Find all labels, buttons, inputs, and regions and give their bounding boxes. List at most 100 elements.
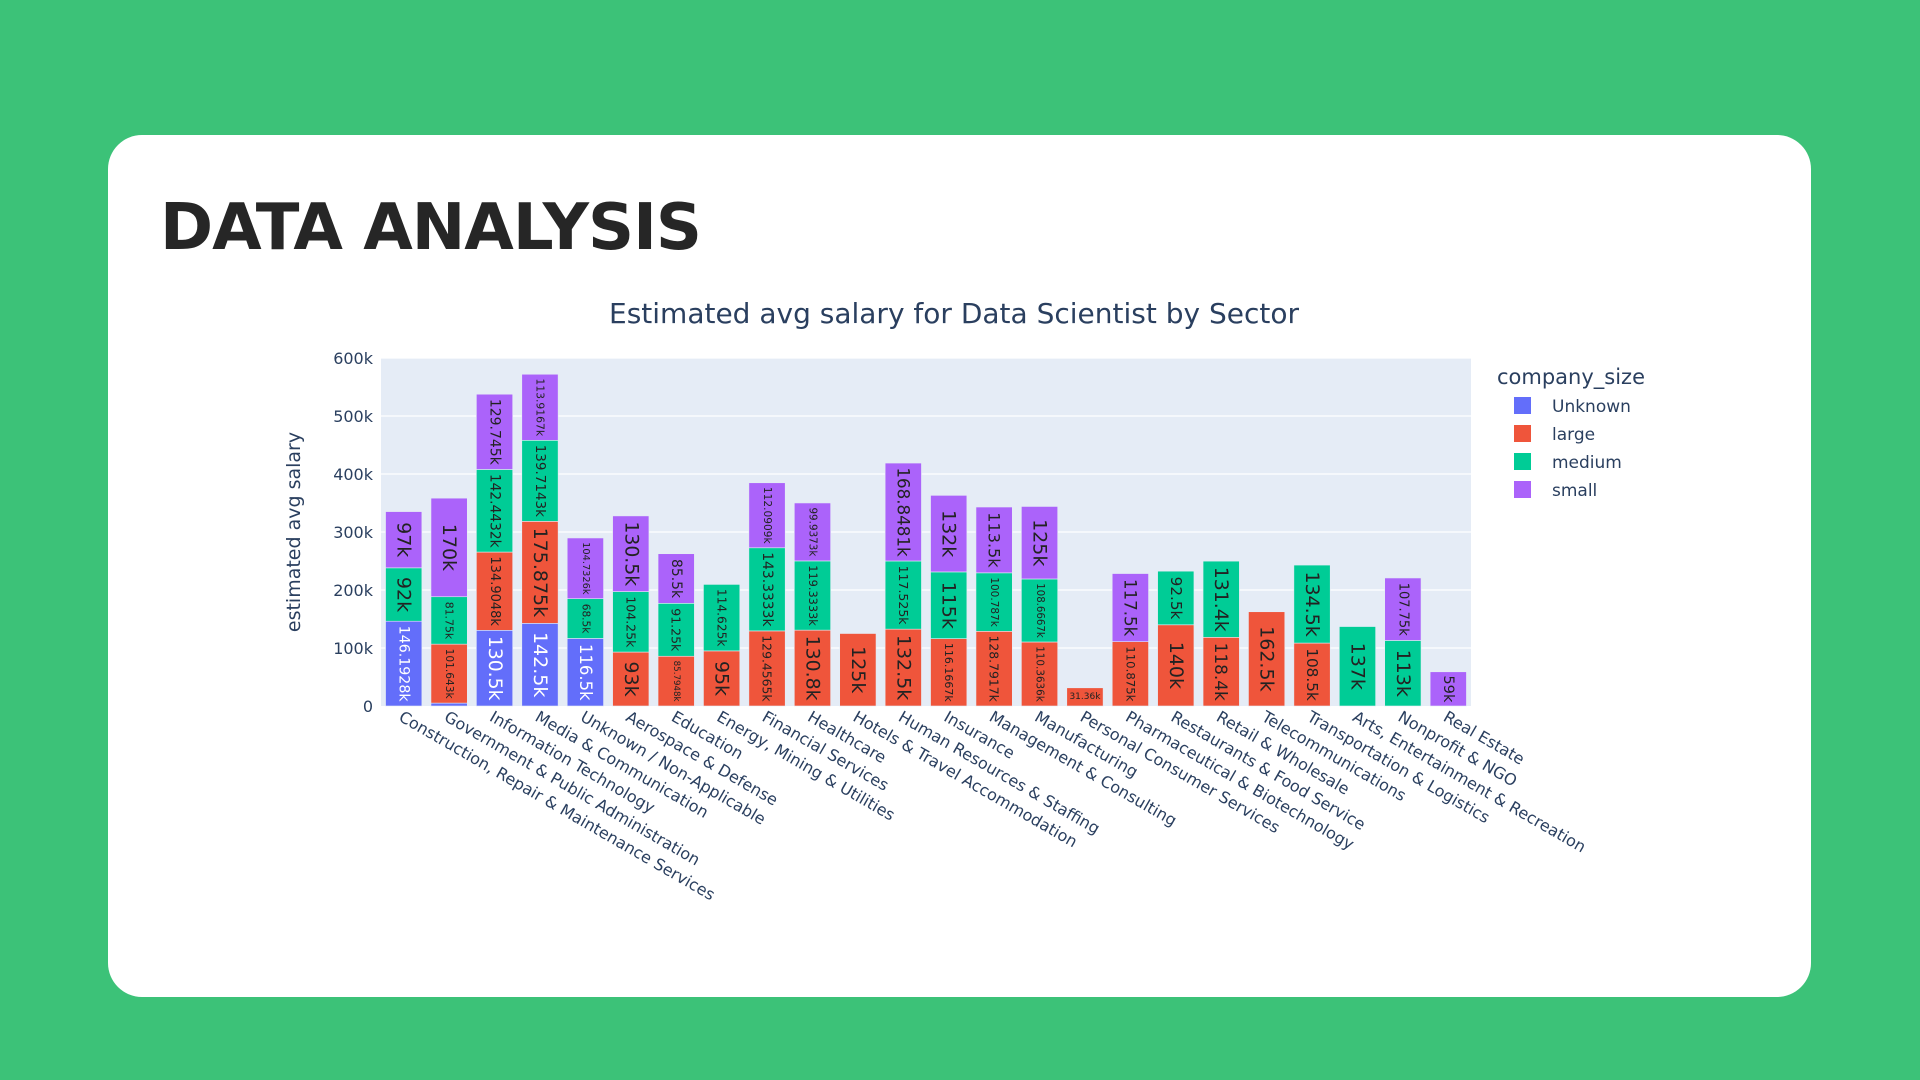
bar-label: 97k	[393, 522, 415, 557]
bar-medium-transportation-logistics	[1293, 564, 1331, 644]
y-tick-label: 100k	[333, 639, 374, 658]
bar-data-labels: 146.1928k 92k 97k 101.643k 81.75k 170k 130.5k 1…	[393, 378, 1457, 703]
bar-label: 59k	[1440, 675, 1457, 703]
bar-small-financial-services	[748, 482, 786, 549]
bar-unknown-construction-repair-maintenance-services	[385, 620, 423, 707]
bar-large-aerospace-defense	[612, 651, 650, 707]
bar-unknown-government-public-administration	[430, 702, 468, 707]
bar-label: 113.5k	[985, 512, 1004, 568]
bar-label: 107.75k	[1395, 583, 1410, 636]
chart-title: Estimated avg salary for Data Scientist …	[609, 297, 1299, 330]
y-tick-label: 500k	[333, 407, 374, 426]
bar-label: 143.3333k	[759, 552, 775, 626]
bar-label: 115k	[938, 582, 960, 629]
bar-label: 118.4k	[1211, 643, 1231, 701]
bar-label: 175.875k	[529, 528, 551, 618]
bar-label: 85.5k	[668, 559, 684, 598]
bar-medium-unknown-non-applicable	[566, 598, 604, 639]
bar-label: 134.9048k	[487, 556, 502, 626]
y-tick-label: 0	[363, 697, 373, 716]
bar-label: 130.5k	[484, 636, 505, 701]
legend-item-unknown: Unknown	[1552, 397, 1631, 417]
bar-label: 129.4565k	[760, 635, 775, 702]
bar-small-media-communication	[521, 373, 559, 441]
bar-label: 140k	[1165, 642, 1187, 689]
bar-label: 130.8k	[801, 636, 823, 701]
bar-label: 99.9373k	[806, 507, 818, 556]
bar-label: 113.9167k	[533, 378, 546, 437]
bar-label: 100.787k	[988, 577, 1000, 627]
bar-label: 168.8481k	[893, 467, 913, 557]
bar-label: 92.5k	[1167, 577, 1185, 620]
bar-medium-nonprofit-ngo	[1384, 640, 1422, 707]
legend-swatch-large	[1514, 425, 1531, 442]
bar-medium-energy-mining-utilities	[703, 584, 741, 652]
bar-large-information-technology	[476, 551, 514, 631]
bar-label: 85.7948k	[671, 661, 681, 702]
bar-medium-aerospace-defense	[612, 591, 650, 653]
bar-small-information-technology	[476, 393, 514, 470]
y-tick-label: 400k	[333, 465, 374, 484]
bar-large-restaurants-food-service	[1157, 624, 1195, 707]
bar-medium-media-communication	[521, 440, 559, 522]
bar-medium-construction-repair-maintenance-services	[385, 567, 423, 622]
bar-large-telecommunications	[1248, 611, 1286, 707]
bar-large-education	[657, 655, 695, 707]
bar-label: 130.5k	[620, 521, 641, 586]
bar-label: 112.0909k	[761, 487, 773, 545]
y-axis-ticks: 0 100k 200k 300k 400k 500k 600k	[333, 349, 374, 716]
bar-large-hotels-travel-accommodation	[839, 633, 877, 707]
legend-title: company_size	[1497, 365, 1645, 390]
bar-label: 95k	[711, 661, 733, 696]
bar-label: 110.875k	[1123, 646, 1137, 701]
bar-small-government-public-administration	[430, 497, 468, 598]
bar-large-management-consulting	[975, 631, 1013, 707]
bar-label: 113k	[1392, 650, 1414, 697]
bar-small-healthcare	[793, 502, 831, 562]
bar-label: 128.7917k	[987, 635, 1002, 702]
bar-medium-education	[657, 603, 695, 657]
bar-unknown-media-communication	[521, 623, 559, 707]
bar-label: 108.6667k	[1034, 583, 1045, 638]
bar-medium-insurance	[930, 571, 968, 639]
bar-label: 93k	[620, 661, 642, 696]
bar-small-insurance	[930, 495, 968, 573]
bar-small-unknown-non-applicable	[566, 537, 604, 599]
bar-label: 142.5k	[529, 632, 551, 697]
y-gridlines	[381, 357, 1471, 649]
bar-label: 68.5k	[579, 604, 591, 635]
bar-label: 162.5k	[1256, 626, 1278, 691]
bar-large-financial-services	[748, 630, 786, 707]
bar-medium-restaurants-food-service	[1157, 570, 1195, 626]
bar-large-personal-consumer-services	[1066, 687, 1104, 707]
bar-label: 31.36k	[1069, 692, 1101, 702]
bar-small-education	[657, 553, 695, 604]
y-tick-label: 300k	[333, 523, 374, 542]
legend-item-large: large	[1552, 425, 1595, 445]
bar-large-transportation-logistics	[1293, 642, 1331, 707]
bar-label: 104.7326k	[580, 542, 591, 595]
bar-label: 142.4432k	[487, 474, 503, 548]
bar-segments	[385, 373, 1467, 707]
bar-label: 108.5k	[1303, 648, 1321, 701]
bar-small-construction-repair-maintenance-services	[385, 511, 423, 569]
bar-label: 132k	[938, 510, 960, 557]
bar-large-manufacturing	[1021, 641, 1059, 707]
legend-swatch-small	[1514, 481, 1531, 498]
bar-label: 132.5k	[892, 635, 914, 700]
legend-swatch-unknown	[1514, 397, 1531, 414]
bar-label: 170k	[438, 524, 460, 571]
bar-small-nonprofit-ngo	[1384, 577, 1422, 641]
bar-medium-retail-wholesale	[1202, 560, 1240, 638]
bar-medium-arts-entertainment-recreation	[1338, 626, 1376, 707]
y-tick-label: 200k	[333, 581, 374, 600]
bar-label: 110.3636k	[1034, 646, 1046, 702]
bar-label: 104.25k	[623, 596, 638, 648]
bar-label: 116.5k	[576, 644, 595, 701]
bar-small-manufacturing	[1021, 506, 1059, 580]
page-heading: DATA ANALYSIS	[160, 191, 702, 265]
bar-medium-manufacturing	[1021, 578, 1059, 643]
bar-label: 81.75k	[443, 602, 456, 640]
bar-medium-human-resources-staffing	[884, 560, 922, 630]
